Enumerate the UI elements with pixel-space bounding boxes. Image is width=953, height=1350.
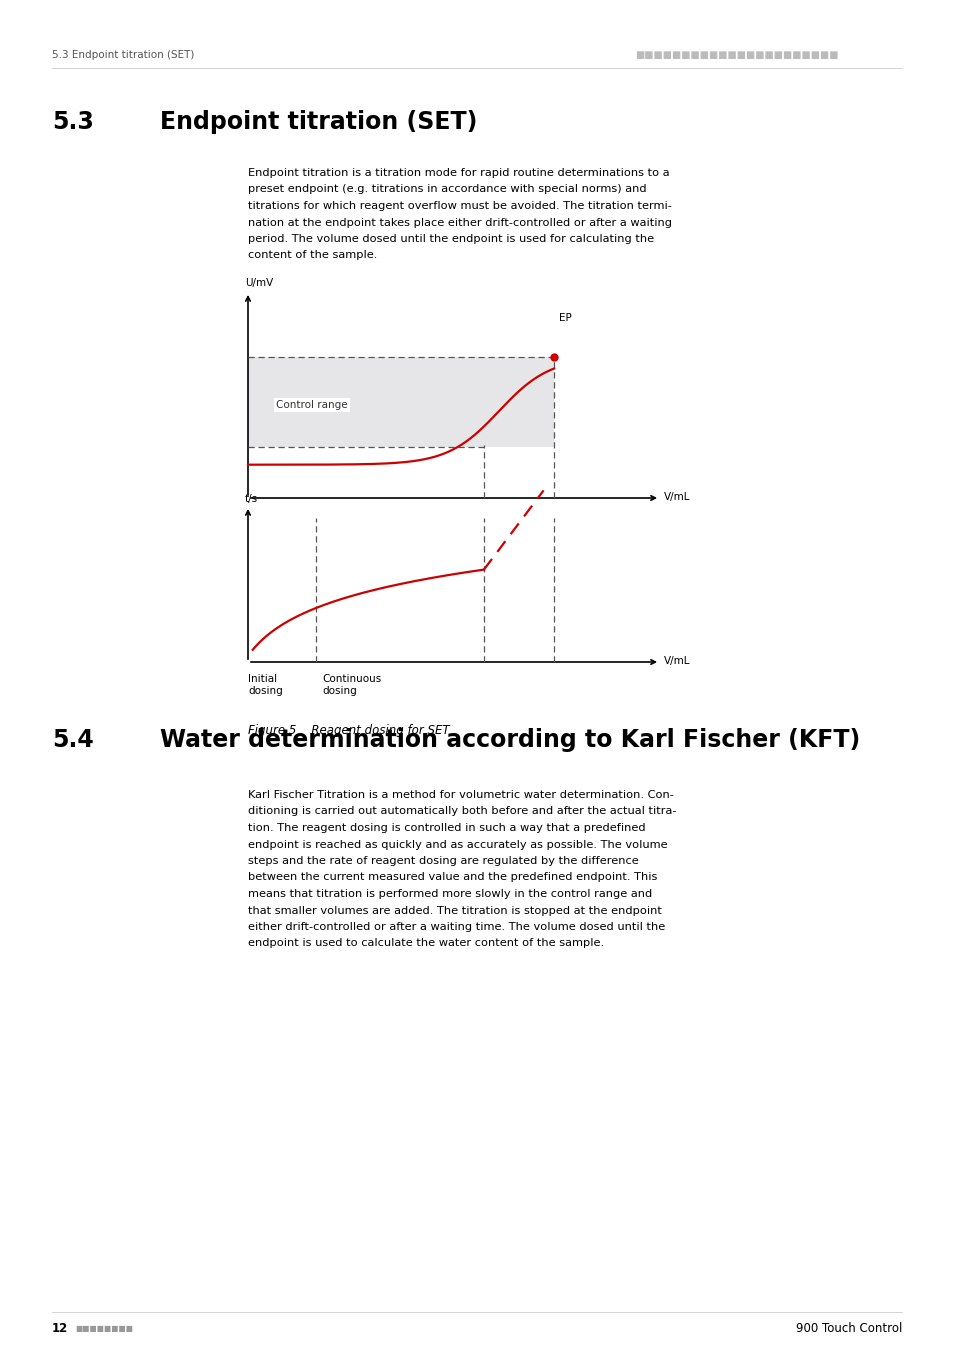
- Text: titrations for which reagent overflow must be avoided. The titration termi-: titrations for which reagent overflow mu…: [248, 201, 671, 211]
- Text: V/mL: V/mL: [663, 656, 690, 666]
- Text: period. The volume dosed until the endpoint is used for calculating the: period. The volume dosed until the endpo…: [248, 234, 654, 244]
- Text: Figure 5    Reagent dosing for SET: Figure 5 Reagent dosing for SET: [248, 724, 449, 737]
- Text: that smaller volumes are added. The titration is stopped at the endpoint: that smaller volumes are added. The titr…: [248, 906, 661, 915]
- Text: ■■■■■■■■: ■■■■■■■■: [75, 1323, 132, 1332]
- Text: 12: 12: [52, 1322, 69, 1335]
- Text: Initial
dosing: Initial dosing: [248, 674, 282, 697]
- Text: steps and the rate of reagent dosing are regulated by the difference: steps and the rate of reagent dosing are…: [248, 856, 639, 865]
- Text: Water determination according to Karl Fischer (KFT): Water determination according to Karl Fi…: [160, 728, 860, 752]
- Text: content of the sample.: content of the sample.: [248, 251, 377, 261]
- Text: t/s: t/s: [245, 494, 258, 504]
- Text: Continuous
dosing: Continuous dosing: [322, 674, 381, 697]
- Text: Endpoint titration is a titration mode for rapid routine determinations to a: Endpoint titration is a titration mode f…: [248, 167, 669, 178]
- Text: either drift-controlled or after a waiting time. The volume dosed until the: either drift-controlled or after a waiti…: [248, 922, 664, 931]
- Text: 5.3 Endpoint titration (SET): 5.3 Endpoint titration (SET): [52, 50, 194, 59]
- Text: means that titration is performed more slowly in the control range and: means that titration is performed more s…: [248, 890, 652, 899]
- Text: preset endpoint (e.g. titrations in accordance with special norms) and: preset endpoint (e.g. titrations in acco…: [248, 185, 646, 194]
- Polygon shape: [248, 358, 554, 447]
- Text: 5.4: 5.4: [52, 728, 93, 752]
- Text: endpoint is used to calculate the water content of the sample.: endpoint is used to calculate the water …: [248, 938, 603, 949]
- Text: between the current measured value and the predefined endpoint. This: between the current measured value and t…: [248, 872, 657, 883]
- Text: V/mL: V/mL: [663, 491, 690, 502]
- Text: nation at the endpoint takes place either drift-controlled or after a waiting: nation at the endpoint takes place eithe…: [248, 217, 671, 228]
- Text: U/mV: U/mV: [245, 278, 273, 288]
- Text: Control range: Control range: [275, 400, 347, 410]
- Text: 900 Touch Control: 900 Touch Control: [795, 1322, 901, 1335]
- Text: ditioning is carried out automatically both before and after the actual titra-: ditioning is carried out automatically b…: [248, 806, 676, 817]
- Text: endpoint is reached as quickly and as accurately as possible. The volume: endpoint is reached as quickly and as ac…: [248, 840, 667, 849]
- Text: 5.3: 5.3: [52, 109, 93, 134]
- Text: EP: EP: [558, 313, 571, 323]
- Text: tion. The reagent dosing is controlled in such a way that a predefined: tion. The reagent dosing is controlled i…: [248, 824, 645, 833]
- Text: Endpoint titration (SET): Endpoint titration (SET): [160, 109, 476, 134]
- Text: Karl Fischer Titration is a method for volumetric water determination. Con-: Karl Fischer Titration is a method for v…: [248, 790, 673, 801]
- Text: ■■■■■■■■■■■■■■■■■■■■■■: ■■■■■■■■■■■■■■■■■■■■■■: [635, 50, 838, 59]
